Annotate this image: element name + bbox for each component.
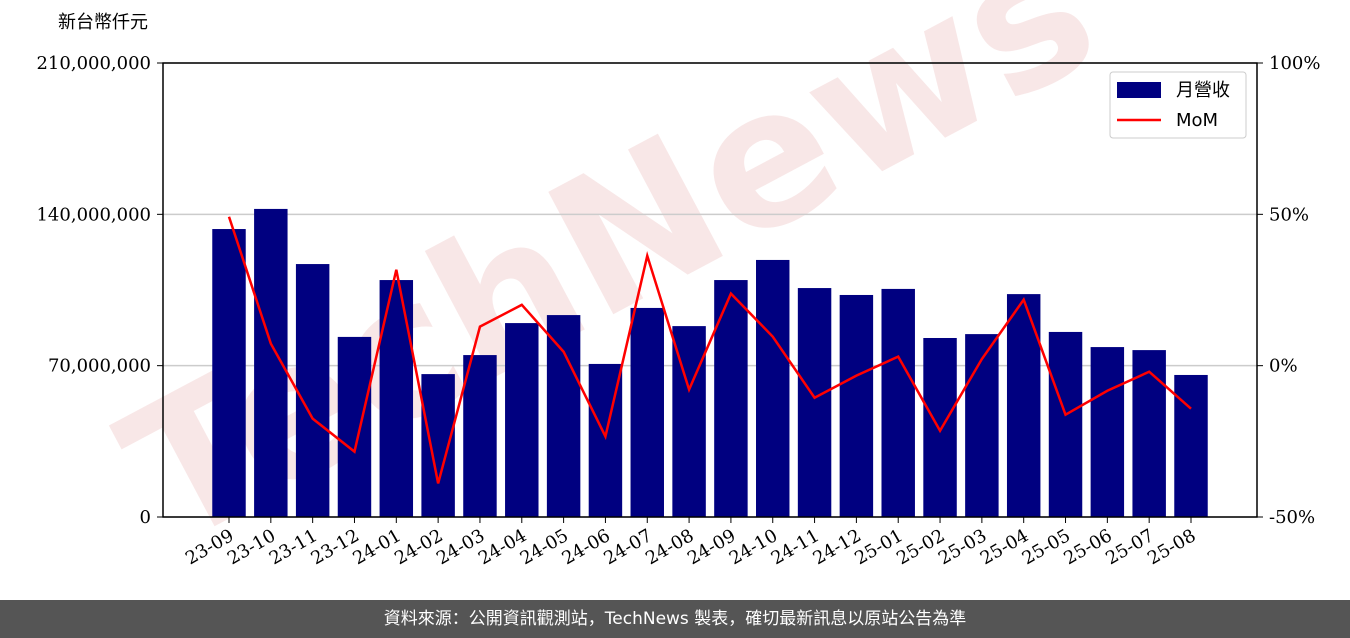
bar <box>756 259 790 517</box>
bar <box>505 323 539 517</box>
bar <box>881 288 915 517</box>
bar <box>421 374 455 517</box>
bar <box>1006 294 1041 517</box>
bar <box>1132 350 1166 517</box>
x-tick-label: 25-08 <box>1144 525 1199 569</box>
bar <box>1090 347 1125 517</box>
y2-tick-label: 100% <box>1269 53 1320 74</box>
bar <box>463 355 497 517</box>
footer: 資料來源：公開資訊觀測站，TechNews 製表，確切最新訊息以原站公告為準 <box>0 600 1350 638</box>
legend-swatch <box>1117 82 1161 98</box>
y2-tick-label: 0% <box>1269 356 1298 377</box>
y2-tick-label: -50% <box>1269 507 1315 528</box>
y-tick-label: 140,000,000 <box>36 204 151 225</box>
unit-label: 新台幣仟元 <box>58 12 148 33</box>
plot-frame <box>162 62 1258 518</box>
bar <box>1174 374 1208 517</box>
y-tick-label: 210,000,000 <box>36 53 151 74</box>
y-tick-label: 70,000,000 <box>48 356 151 377</box>
legend-label: 月營收 <box>1176 80 1230 101</box>
bar <box>839 294 874 517</box>
bar <box>965 334 999 517</box>
bar <box>212 229 246 517</box>
bar <box>337 336 372 517</box>
bar <box>630 307 664 517</box>
bar <box>714 280 748 517</box>
chart: 新台幣仟元 TechNews 070,000,000140,000,000210… <box>36 0 1320 588</box>
line <box>227 216 1192 484</box>
bar <box>1048 331 1083 517</box>
bar <box>923 337 957 517</box>
bar <box>797 288 832 517</box>
y-tick-label: 0 <box>140 507 151 528</box>
y2-tick-label: 50% <box>1269 204 1309 225</box>
legend-label: MoM <box>1176 110 1218 131</box>
bar <box>295 264 330 517</box>
bar <box>546 315 581 517</box>
